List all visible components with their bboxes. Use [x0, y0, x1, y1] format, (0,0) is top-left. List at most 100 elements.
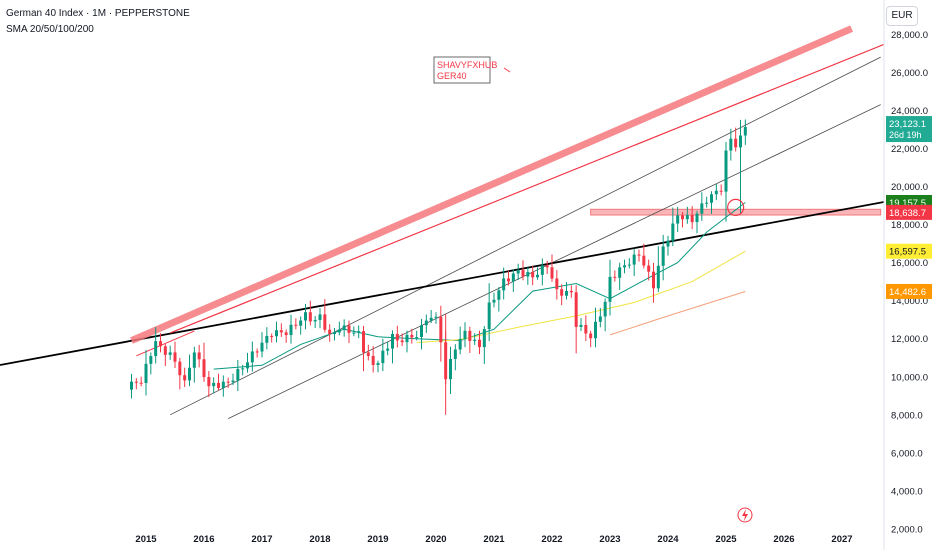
candle [188, 354, 191, 387]
candle [400, 333, 404, 346]
candle-body [352, 332, 356, 334]
candle [226, 377, 230, 389]
candle-body [603, 301, 607, 317]
candle [690, 206, 694, 230]
candle-body [265, 335, 269, 343]
candle [618, 262, 622, 290]
candle [415, 330, 419, 341]
candle [357, 325, 361, 339]
candle-body [608, 276, 612, 302]
candle [405, 330, 409, 353]
candle-body [743, 127, 747, 136]
candle [139, 376, 143, 387]
trend-line [0, 201, 884, 366]
candle [598, 307, 602, 328]
candle [328, 324, 332, 342]
candle [178, 357, 182, 390]
x-tick-label: 2024 [657, 534, 679, 545]
candle-body [231, 380, 235, 383]
candle-body [246, 362, 249, 369]
price-label-text: 16,597.5 [889, 247, 926, 258]
y-tick-label: 14,000.0 [891, 296, 928, 307]
candle [294, 318, 298, 330]
candle-body [705, 202, 709, 204]
candle-body [144, 363, 148, 383]
candle [565, 282, 568, 300]
candle-body [275, 330, 278, 337]
candle [304, 303, 307, 330]
annotation-line1: SHAVYFXHUB [437, 60, 497, 70]
candle-body [415, 337, 419, 339]
candle-body [613, 276, 617, 278]
candle-body [695, 213, 699, 223]
candle [207, 371, 211, 398]
candle [241, 364, 245, 376]
candle [719, 184, 723, 196]
candle-body [366, 352, 370, 356]
candle-body [260, 342, 264, 352]
candle-body [362, 331, 365, 353]
candle [221, 375, 225, 397]
candle [589, 330, 593, 348]
candle [333, 328, 336, 341]
candle [710, 191, 713, 214]
candle [676, 206, 680, 232]
candle-body [569, 290, 573, 293]
y-tick-label: 16,000.0 [891, 258, 928, 269]
candle-body [516, 270, 520, 274]
candle-body [632, 254, 636, 265]
candle-body [618, 267, 622, 278]
candle [217, 373, 220, 391]
candle-body [410, 334, 414, 338]
candle [255, 348, 259, 358]
candle [362, 325, 365, 372]
candle-body [221, 381, 225, 388]
candle [705, 196, 709, 208]
price-label-countdown: 26d 19h [889, 130, 922, 140]
annotation-tick [503, 67, 511, 73]
candle-body [183, 375, 187, 381]
candle-body [333, 332, 336, 334]
candle-body [337, 329, 341, 333]
candle [492, 292, 496, 308]
candle-body [202, 359, 206, 378]
candle [323, 299, 327, 333]
candle [642, 243, 646, 269]
candle-body [671, 223, 675, 241]
candle-body [531, 272, 535, 278]
candle-body [207, 377, 211, 387]
candle [608, 259, 612, 316]
candle-body [439, 316, 443, 343]
y-axis: 2,000.0 4,000.0 6,000.0 8,000.0 10,000.0 12,0… [883, 0, 932, 550]
candle [681, 211, 684, 228]
candle-body [347, 325, 351, 333]
annotation-line2: GER40 [437, 71, 467, 81]
candle-body [502, 278, 506, 291]
candle-body [492, 299, 496, 303]
candle-body [236, 369, 240, 381]
candle [439, 305, 443, 362]
candle-body [424, 320, 428, 326]
currency-button[interactable]: EUR [886, 6, 918, 26]
x-tick-label: 2020 [425, 534, 446, 545]
candle-body [714, 190, 718, 195]
candle [299, 316, 303, 335]
y-tick-label: 20,000.0 [891, 182, 928, 193]
price-label-text: 19,157.5 [889, 198, 926, 209]
candle-body [463, 330, 467, 339]
indicator-label[interactable]: SMA 20/50/100/200 [6, 24, 94, 35]
candle-body [386, 348, 390, 351]
candle [236, 359, 240, 392]
y-tick-label: 6,000.0 [891, 448, 923, 459]
candle-body [584, 324, 588, 334]
candle-body [536, 274, 539, 278]
candle [391, 330, 394, 364]
candle [308, 300, 312, 326]
candle-body [734, 138, 738, 148]
y-tick-label: 18,000.0 [891, 220, 928, 231]
candle-body [661, 246, 665, 266]
candle-body [284, 332, 288, 336]
candle [613, 270, 617, 282]
candle-body [700, 203, 704, 214]
